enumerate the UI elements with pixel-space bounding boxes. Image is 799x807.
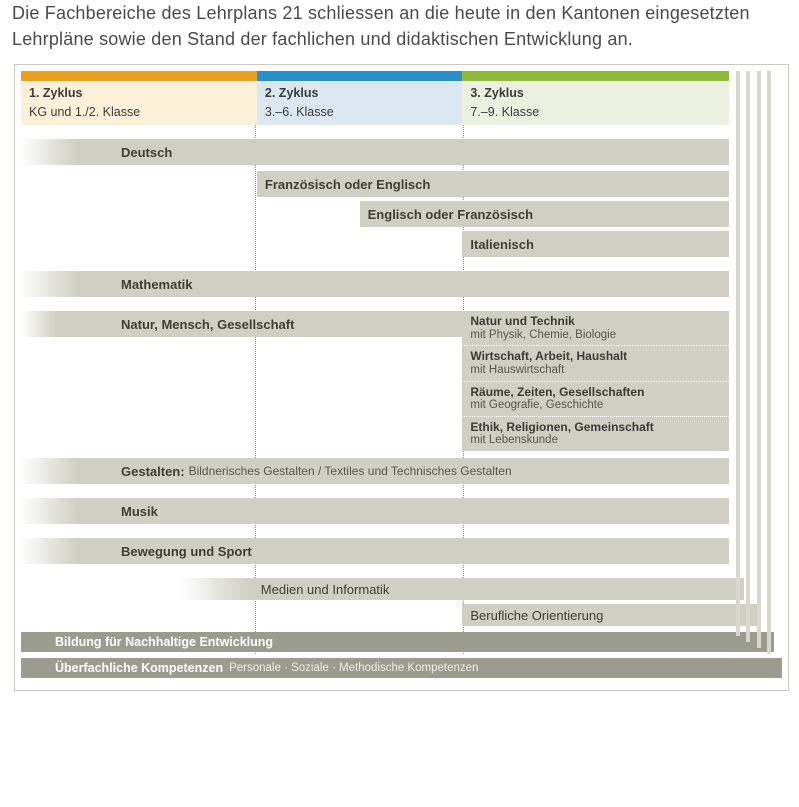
nmg-sub-title: Räume, Zeiten, Gesellschaften: [470, 385, 720, 399]
bar-uefk: Überfachliche Kompetenzen Personale · So…: [21, 658, 782, 678]
row-uefk: Überfachliche Kompetenzen Personale · So…: [21, 658, 782, 680]
row-deutsch: Deutsch: [21, 139, 782, 165]
bar-medien: Medien und Informatik: [181, 578, 744, 600]
nmg-sub-2: Räume, Zeiten, Gesellschaften mit Geogra…: [462, 381, 728, 416]
nmg-sub-detail: mit Geografie, Geschichte: [470, 399, 720, 413]
bar-deutsch: Deutsch: [21, 139, 729, 165]
bar-italienisch: Italienisch: [462, 231, 728, 257]
bar-fr-en: Französisch oder Englisch: [257, 171, 729, 197]
label-italienisch: Italienisch: [470, 237, 534, 252]
bar-en-fr: Englisch oder Französisch: [360, 201, 729, 227]
label-gestalten: Gestalten:: [121, 464, 185, 479]
bar-nmg: Natur, Mensch, Gesellschaft: [21, 311, 462, 337]
cycle-title: 3. Zyklus: [470, 85, 720, 102]
label-medien: Medien und Informatik: [261, 582, 390, 597]
bar-mathematik: Mathematik: [21, 271, 729, 297]
row-musik: Musik: [21, 498, 782, 524]
header-color-strip: [21, 71, 729, 81]
cycle-title: 2. Zyklus: [265, 85, 454, 102]
row-bne: Bildung für Nachhaltige Entwicklung: [21, 632, 782, 654]
nmg-sub-title: Wirtschaft, Arbeit, Haushalt: [470, 349, 720, 363]
bar-gestalten: Gestalten: Bildnerisches Gestalten / Tex…: [21, 458, 729, 484]
nmg-sub-detail: mit Physik, Chemie, Biologie: [470, 329, 720, 343]
nmg-sub-title: Ethik, Religionen, Gemeinschaft: [470, 420, 720, 434]
row-beruf: Berufliche Orientierung: [21, 604, 782, 626]
row-mathematik: Mathematik: [21, 271, 782, 297]
label-sport: Bewegung und Sport: [121, 544, 252, 559]
nmg-sub-0: Natur und Technik mit Physik, Chemie, Bi…: [462, 311, 728, 345]
label-en-fr: Englisch oder Französisch: [368, 207, 533, 222]
label-deutsch: Deutsch: [121, 145, 172, 160]
cycle-subtitle: 3.–6. Klasse: [265, 105, 334, 119]
label-fr-en: Französisch oder Englisch: [265, 177, 430, 192]
row-nmg-block: Natur, Mensch, Gesellschaft Natur und Te…: [21, 311, 782, 444]
header-labels: 1. Zyklus KG und 1./2. Klasse 2. Zyklus …: [21, 81, 729, 125]
row-medien: Medien und Informatik: [21, 578, 782, 600]
label-gestalten-sub: Bildnerisches Gestalten / Textiles und T…: [185, 464, 512, 478]
nmg-sub-detail: mit Hauswirtschaft: [470, 364, 720, 378]
label-uefk-detail: Personale · Soziale · Methodische Kompet…: [223, 662, 478, 674]
nmg-detail-col: Natur und Technik mit Physik, Chemie, Bi…: [462, 311, 728, 451]
row-sport: Bewegung und Sport: [21, 538, 782, 564]
header-cycle-1: 1. Zyklus KG und 1./2. Klasse: [21, 81, 257, 125]
header-strip-3: [462, 71, 728, 81]
header-cycle-2: 2. Zyklus 3.–6. Klasse: [257, 81, 462, 125]
label-mathematik: Mathematik: [121, 277, 193, 292]
header-strip-1: [21, 71, 257, 81]
label-beruf: Berufliche Orientierung: [470, 608, 603, 623]
nmg-sub-title: Natur und Technik: [470, 314, 720, 328]
cycle-subtitle: 7.–9. Klasse: [470, 105, 539, 119]
bar-sport: Bewegung und Sport: [21, 538, 729, 564]
bar-beruf: Berufliche Orientierung: [462, 604, 759, 626]
cycle-title: 1. Zyklus: [29, 85, 249, 102]
row-fr-en: Französisch oder Englisch: [21, 171, 782, 197]
header-strip-2: [257, 71, 462, 81]
label-bne: Bildung für Nachhaltige Entwicklung: [55, 635, 273, 649]
row-gestalten: Gestalten: Bildnerisches Gestalten / Tex…: [21, 458, 782, 484]
header-cycle-3: 3. Zyklus 7.–9. Klasse: [462, 81, 728, 125]
intro-text: Die Fachbereiche des Lehrplans 21 schlie…: [0, 0, 799, 60]
label-nmg: Natur, Mensch, Gesellschaft: [121, 317, 294, 332]
nmg-sub-1: Wirtschaft, Arbeit, Haushalt mit Hauswir…: [462, 345, 728, 380]
row-en-fr: Englisch oder Französisch: [21, 201, 782, 227]
curriculum-diagram: 1. Zyklus KG und 1./2. Klasse 2. Zyklus …: [14, 64, 789, 691]
bar-bne: Bildung für Nachhaltige Entwicklung: [21, 632, 774, 652]
row-italienisch: Italienisch: [21, 231, 782, 257]
label-musik: Musik: [121, 504, 158, 519]
subject-grid: Deutsch Französisch oder Englisch Englis…: [21, 125, 782, 684]
bar-musik: Musik: [21, 498, 729, 524]
label-uefk: Überfachliche Kompetenzen: [55, 661, 223, 675]
cycle-subtitle: KG und 1./2. Klasse: [29, 105, 140, 119]
